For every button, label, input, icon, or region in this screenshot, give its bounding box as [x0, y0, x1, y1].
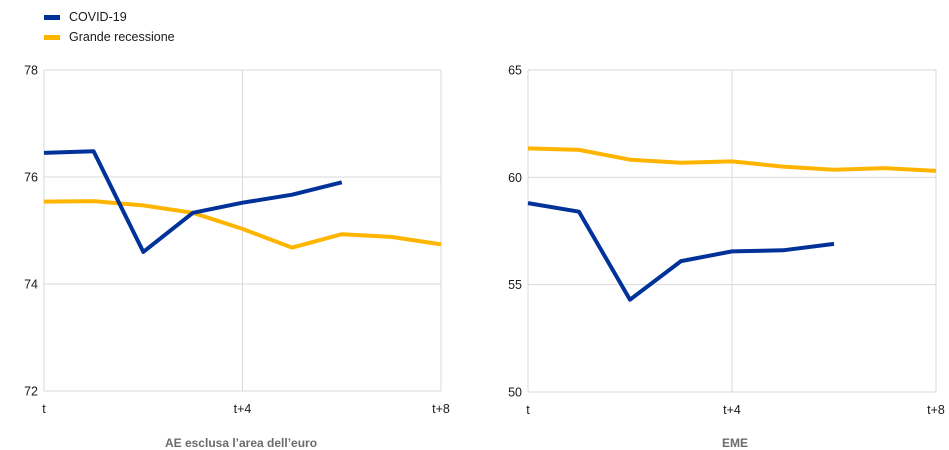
series-line-covid [527, 201, 835, 302]
legend-swatch-recession [44, 34, 60, 40]
x-tick-label: t [42, 402, 46, 416]
y-tick-label: 76 [24, 171, 38, 185]
y-tick-label: 55 [508, 278, 522, 292]
y-tick-label: 78 [24, 64, 38, 78]
y-tick-label: 65 [508, 64, 522, 78]
legend: COVID-19 Grande recessione [44, 7, 175, 47]
series-line-recession [43, 199, 442, 250]
y-tick-label: 74 [24, 278, 38, 292]
x-tick-label: t+4 [234, 402, 252, 416]
y-tick-label: 50 [508, 386, 522, 400]
chart-eme: 50 55 60 65 t t+4 t+8 EME [508, 64, 945, 450]
chart-ae-excl-euro-area: 72 74 76 78 t t+4 t+8 AE esclusa l’area dell’eu… [24, 64, 450, 450]
legend-item-recession: Grande recessione [44, 27, 175, 47]
x-tick-label: t [526, 403, 530, 417]
x-tick-label: t+8 [432, 402, 450, 416]
x-tick-label: t+4 [723, 403, 741, 417]
y-tick-label: 72 [24, 385, 38, 399]
y-tick-label: 60 [508, 171, 522, 185]
x-tick-label: t+8 [927, 403, 945, 417]
legend-label-covid: COVID-19 [69, 10, 127, 24]
series-line-recession [527, 146, 937, 173]
chart-title: EME [722, 436, 748, 450]
chart-title: AE esclusa l’area dell’euro [165, 436, 317, 450]
legend-swatch-covid [44, 14, 60, 20]
series-line-covid [43, 149, 343, 254]
legend-item-covid: COVID-19 [44, 7, 175, 27]
legend-label-recession: Grande recessione [69, 30, 175, 44]
